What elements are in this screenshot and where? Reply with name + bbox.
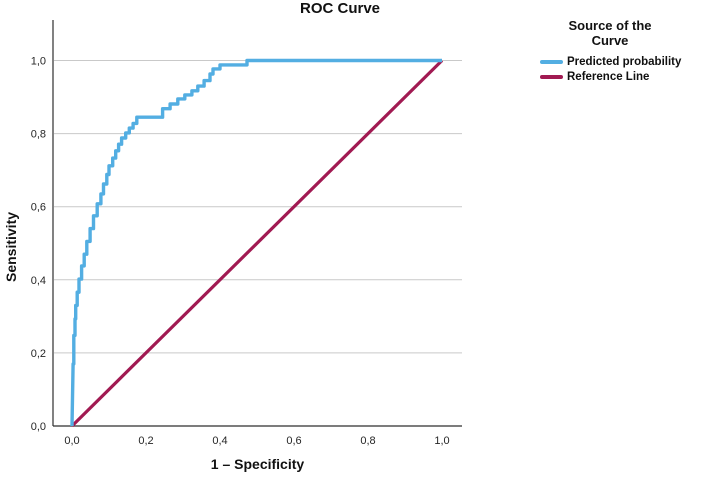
x-axis-title: 1 – Specificity xyxy=(210,456,305,472)
predicted-probability-line-swatch-icon xyxy=(540,59,563,64)
reference-line-curve xyxy=(70,59,444,428)
y-tick-label: 1,0 xyxy=(31,56,46,68)
y-axis-title: Sensitivity xyxy=(3,211,19,283)
chart-title: ROC Curve xyxy=(299,0,381,17)
legend-item-label: Predicted probability xyxy=(567,55,682,68)
x-tick-label: 0,2 xyxy=(138,435,153,447)
legend-item-label: Reference Line xyxy=(567,70,650,83)
legend-item-predicted-probability: Predicted probability xyxy=(540,56,700,68)
y-tick-label: 0,6 xyxy=(31,202,46,214)
y-tick-label: 0,0 xyxy=(31,421,46,433)
y-tick-label: 0,2 xyxy=(31,348,46,360)
legend-item-reference-line: Reference Line xyxy=(540,71,700,83)
reference-line-swatch-icon xyxy=(540,74,563,79)
predicted-probability-curve xyxy=(70,58,442,427)
x-tick-label: 0,6 xyxy=(286,435,301,447)
legend: Source of the Curve Predicted probabilit… xyxy=(540,18,700,86)
x-tick-label: 0,4 xyxy=(212,435,227,447)
x-tick-label: 1,0 xyxy=(434,435,449,447)
legend-title: Source of the Curve xyxy=(568,18,652,48)
y-tick-label: 0,4 xyxy=(31,275,46,287)
y-tick-label: 0,8 xyxy=(31,129,46,141)
x-tick-label: 0,8 xyxy=(360,435,375,447)
x-tick-label: 0,0 xyxy=(64,435,79,447)
